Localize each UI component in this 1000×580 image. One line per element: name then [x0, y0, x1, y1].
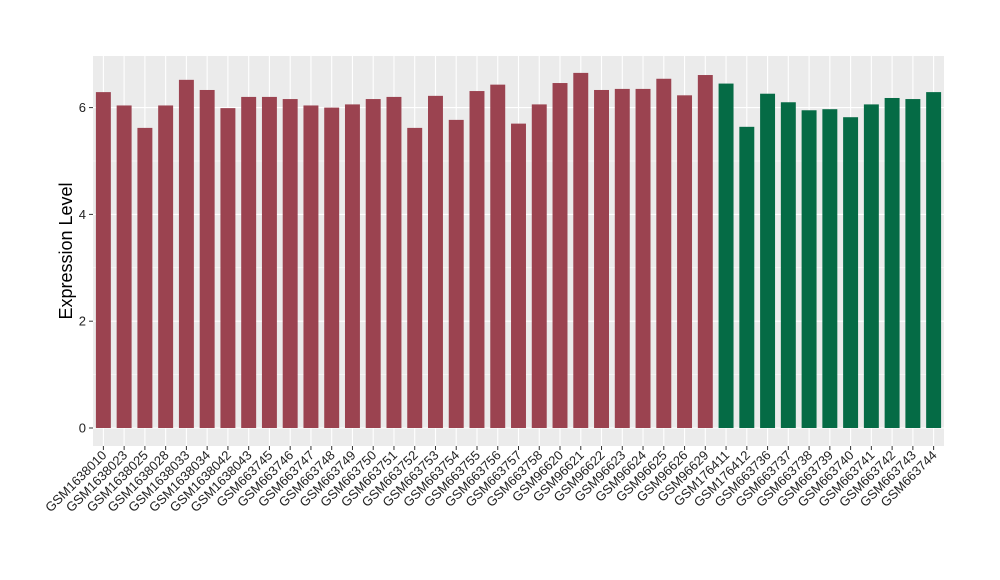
bar-GSM663751 — [386, 96, 402, 429]
y-axis: 0 2 4 6 — [79, 100, 93, 436]
bar-GSM1638010 — [95, 92, 111, 428]
bar-GSM663745 — [261, 96, 277, 429]
bar-GSM96623 — [614, 88, 630, 428]
bar-GSM96626 — [677, 95, 693, 429]
y-tick-label: 2 — [79, 314, 86, 329]
bar-GSM1638034 — [199, 89, 215, 428]
bar-GSM663742 — [884, 97, 900, 428]
bar-GSM663746 — [282, 99, 298, 428]
bar-GSM663744 — [926, 92, 942, 428]
bar-GSM1638042 — [220, 108, 236, 428]
bar-GSM663749 — [344, 104, 360, 429]
bar-GSM663755 — [469, 91, 485, 429]
bar-GSM663754 — [448, 119, 464, 428]
bar-GSM176412 — [739, 126, 755, 428]
bar-GSM663737 — [780, 102, 796, 428]
bar-GSM96620 — [552, 83, 568, 428]
bar-GSM663752 — [407, 127, 423, 428]
bar-GSM663753 — [428, 95, 443, 429]
bar-GSM663757 — [511, 123, 526, 429]
bar-GSM663736 — [760, 93, 776, 428]
bars — [95, 72, 942, 429]
bar-GSM663741 — [863, 104, 879, 429]
bar-GSM96625 — [656, 78, 672, 428]
bar-GSM96621 — [573, 72, 589, 428]
y-tick-label: 6 — [79, 100, 86, 115]
y-tick-label: 4 — [79, 207, 86, 222]
bar-GSM663758 — [531, 104, 547, 429]
bar-GSM663748 — [324, 107, 340, 428]
bar-GSM96629 — [697, 75, 713, 428]
bar-GSM1638023 — [116, 105, 132, 429]
bar-GSM663743 — [905, 99, 921, 428]
bar-GSM1638033 — [178, 79, 194, 428]
bar-GSM1638043 — [241, 96, 257, 429]
bar-GSM663750 — [365, 99, 381, 428]
bar-GSM663756 — [490, 84, 506, 428]
y-tick-label: 0 — [79, 421, 86, 436]
bar-GSM663747 — [303, 105, 319, 429]
bar-GSM663738 — [801, 110, 817, 429]
bar-GSM176411 — [718, 83, 734, 428]
bar-GSM663739 — [822, 109, 838, 429]
bar-GSM96624 — [635, 88, 651, 428]
y-axis-title: Expression Level — [56, 182, 76, 319]
bar-GSM1638028 — [158, 105, 174, 429]
x-axis: GSM1638010GSM1638023GSM1638025GSM1638028… — [42, 446, 940, 515]
bar-GSM1638025 — [137, 127, 153, 428]
bar-GSM663740 — [843, 117, 859, 428]
bar-GSM96622 — [594, 89, 609, 428]
